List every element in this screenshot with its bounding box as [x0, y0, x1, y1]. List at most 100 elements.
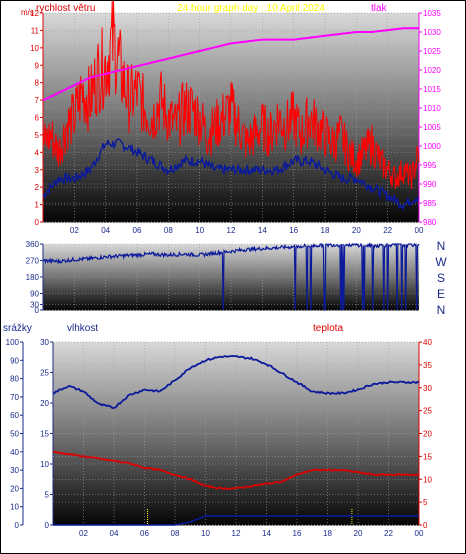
humidity-temperature-x-tick-label: 04 [110, 529, 119, 538]
rain-axis-tick-label: 5 [45, 491, 50, 500]
wind-axis-tick-label: 3 [35, 166, 40, 175]
humidity-temperature-x-tick-label: 18 [323, 529, 332, 538]
wind-axis-tick-label: 6 [35, 114, 40, 123]
humidity-line [52, 355, 420, 410]
wind-speed-line [42, 1, 420, 189]
humidity-label: vlhkost [67, 323, 98, 334]
wind-axis-tick-label: 8 [35, 79, 40, 88]
rain-axis-tick-label: 30 [40, 338, 49, 347]
compass-label-s: S [437, 271, 445, 285]
wind-pressure-x-tick-label: 12 [227, 226, 236, 235]
wind-axis-tick-label: 10 [30, 44, 39, 53]
direction-axis-tick-label: 360 [26, 240, 40, 249]
humidity-temperature-x-tick-label: 20 [354, 529, 363, 538]
wind-axis-tick-label: 2 [35, 183, 40, 192]
wind-axis-tick-label: 9 [35, 61, 40, 70]
temperature-axis-tick-label: 15 [423, 452, 432, 461]
pressure-axis-tick-label: 1015 [423, 85, 441, 94]
pressure-axis-tick-label: 1000 [423, 142, 441, 151]
pressure-line [42, 27, 419, 102]
temperature-line [52, 450, 420, 491]
wind-axis-tick-label: 4 [35, 148, 40, 157]
humidity-temperature-x-tick-label: 22 [384, 529, 393, 538]
wind-direction-line [42, 241, 420, 311]
wind-axis-tick-label: 0 [35, 218, 40, 227]
temperature-axis-tick-label: 40 [423, 338, 432, 347]
temperature-label: teplota [313, 323, 343, 334]
temperature-axis-tick-label: 10 [423, 475, 432, 484]
wind-pressure-x-tick-label: 00 [415, 226, 424, 235]
humidity-axis-tick-label: 80 [10, 375, 19, 384]
wind-axis-tick-label: 12 [30, 9, 39, 18]
wind-pressure-x-tick-label: 22 [383, 226, 392, 235]
humidity-axis-tick-label: 30 [10, 466, 19, 475]
rain-label: srážky [3, 323, 32, 334]
humidity-axis-tick-label: 50 [10, 430, 19, 439]
temperature-axis-tick-label: 25 [423, 407, 432, 416]
wind-pressure-x-tick-label: 04 [101, 226, 110, 235]
rain-line [53, 515, 419, 526]
humidity-axis-tick-label: 40 [10, 448, 19, 457]
rain-axis-tick-label: 0 [45, 521, 50, 530]
compass-label-e: E [437, 287, 445, 301]
temperature-axis-tick-label: 35 [423, 361, 432, 370]
wind-axis-tick-label: 1 [35, 201, 40, 210]
wind-pressure-x-tick-label: 08 [164, 226, 173, 235]
wind-pressure-x-tick-label: 18 [321, 226, 330, 235]
pressure-axis-tick-label: 980 [423, 218, 437, 227]
pressure-axis-tick-label: 985 [423, 199, 437, 208]
humidity-temperature-x-tick-label: 08 [171, 529, 180, 538]
humidity-temperature-x-tick-label: 10 [201, 529, 210, 538]
pressure-axis-tick-label: 1025 [423, 47, 441, 56]
pressure-axis-tick-label: 1035 [423, 9, 441, 18]
direction-axis-tick-label: 30 [30, 301, 39, 310]
humidity-temperature-x-tick-label: 16 [293, 529, 302, 538]
wind-pressure-x-tick-label: 10 [195, 226, 204, 235]
pressure-label: tlak [371, 3, 388, 14]
temperature-axis-tick-label: 5 [423, 498, 428, 507]
pressure-axis-tick-label: 1005 [423, 123, 441, 132]
wind-pressure-x-tick-label: 14 [258, 226, 267, 235]
compass-label-n: N [437, 303, 446, 317]
humidity-temperature-x-tick-label: 12 [232, 529, 241, 538]
temperature-axis-tick-label: 0 [423, 521, 428, 530]
pressure-axis-tick-label: 995 [423, 161, 437, 170]
wind-pressure-x-tick-label: 02 [70, 226, 79, 235]
graph-title: 24 hour graph day : 10 April 2024 [177, 3, 325, 14]
humidity-axis-tick-label: 10 [10, 503, 19, 512]
wind-axis-tick-label: 5 [35, 131, 40, 140]
wind-pressure-x-tick-label: 20 [352, 226, 361, 235]
temperature-axis-tick-label: 30 [423, 384, 432, 393]
humidity-temperature-x-tick-label: 06 [140, 529, 149, 538]
direction-axis-tick-label: 270 [26, 257, 40, 266]
rain-axis-tick-label: 20 [40, 399, 49, 408]
pressure-axis-tick-label: 1020 [423, 66, 441, 75]
humidity-axis-tick-label: 100 [6, 338, 20, 347]
wind-axis-tick-label: 7 [35, 96, 40, 105]
wind-unit-label: m/s [21, 8, 34, 17]
temperature-axis-tick-label: 20 [423, 430, 432, 439]
compass-label-n: N [437, 239, 446, 253]
direction-axis-tick-label: 0 [35, 306, 40, 315]
gust-line [42, 137, 420, 211]
humidity-temperature-x-tick-label: 00 [415, 529, 424, 538]
direction-axis-tick-label: 180 [26, 273, 40, 282]
wind-label: rychlost větru [36, 3, 95, 14]
pressure-axis-tick-label: 990 [423, 180, 437, 189]
rain-axis-tick-label: 15 [40, 430, 49, 439]
humidity-axis-tick-label: 70 [10, 393, 19, 402]
direction-axis-tick-label: 90 [30, 290, 39, 299]
humidity-axis-tick-label: 20 [10, 484, 19, 493]
compass-label-w: W [435, 255, 447, 269]
wind-axis-tick-label: 11 [31, 26, 40, 35]
humidity-temperature-x-tick-label: 02 [79, 529, 88, 538]
pressure-axis-tick-label: 1010 [423, 104, 441, 113]
humidity-axis-tick-label: 0 [15, 521, 20, 530]
wind-pressure-x-tick-label: 16 [289, 226, 298, 235]
rain-axis-tick-label: 10 [40, 460, 49, 469]
pressure-axis-tick-label: 1030 [423, 28, 441, 37]
rain-axis-tick-label: 25 [40, 369, 49, 378]
wind-pressure-x-tick-label: 06 [133, 226, 142, 235]
humidity-axis-tick-label: 60 [10, 411, 19, 420]
